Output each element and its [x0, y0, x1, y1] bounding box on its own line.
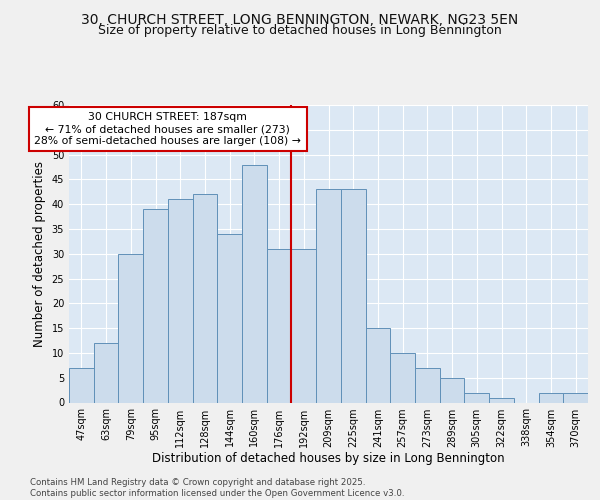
Bar — [193, 194, 217, 402]
Bar — [539, 392, 563, 402]
Bar — [69, 368, 94, 402]
Bar — [143, 209, 168, 402]
Text: 30, CHURCH STREET, LONG BENNINGTON, NEWARK, NG23 5EN: 30, CHURCH STREET, LONG BENNINGTON, NEWA… — [82, 12, 518, 26]
Bar — [341, 190, 365, 402]
Bar — [168, 199, 193, 402]
Bar — [242, 164, 267, 402]
Bar — [440, 378, 464, 402]
Bar — [390, 353, 415, 403]
Text: Size of property relative to detached houses in Long Bennington: Size of property relative to detached ho… — [98, 24, 502, 37]
Bar — [94, 343, 118, 402]
Text: 30 CHURCH STREET: 187sqm
← 71% of detached houses are smaller (273)
28% of semi-: 30 CHURCH STREET: 187sqm ← 71% of detach… — [34, 112, 301, 146]
Bar — [464, 392, 489, 402]
Bar — [415, 368, 440, 402]
Text: Contains HM Land Registry data © Crown copyright and database right 2025.
Contai: Contains HM Land Registry data © Crown c… — [30, 478, 404, 498]
Bar — [267, 249, 292, 402]
X-axis label: Distribution of detached houses by size in Long Bennington: Distribution of detached houses by size … — [152, 452, 505, 466]
Bar — [563, 392, 588, 402]
Bar — [489, 398, 514, 402]
Bar — [316, 190, 341, 402]
Bar — [118, 254, 143, 402]
Bar — [217, 234, 242, 402]
Bar — [365, 328, 390, 402]
Bar — [292, 249, 316, 402]
Y-axis label: Number of detached properties: Number of detached properties — [33, 161, 46, 347]
